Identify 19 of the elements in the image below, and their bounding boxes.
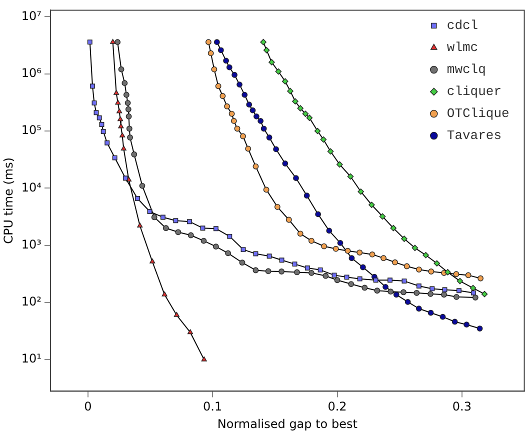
legend-label: OTClique: [446, 106, 510, 122]
x-tick-label: 0.3: [452, 400, 472, 414]
y-tick-label: 10¹: [21, 352, 42, 366]
y-tick-label: 10²: [21, 294, 42, 309]
x-tick-label: 0.2: [328, 400, 347, 414]
y-tick-label: 10⁶: [21, 66, 42, 80]
y-tick-label: 10⁵: [21, 123, 42, 138]
legend-label: wlmc: [446, 40, 478, 56]
x-tick-label: 0.1: [203, 400, 222, 414]
x-tick-label: 0: [84, 400, 92, 414]
legend-label: mwclq: [446, 62, 486, 78]
y-tick-label: 10⁷: [21, 8, 42, 23]
y-axis-title: CPU time (ms): [1, 157, 16, 244]
y-tick-label: 10³: [21, 237, 42, 252]
x-axis-title: Normalised gap to best: [217, 416, 358, 431]
legend-label: cliquer: [446, 84, 502, 100]
legend-label: cdcl: [446, 18, 478, 34]
y-tick-label: 10⁴: [21, 180, 42, 194]
legend-label: Tavares: [446, 128, 502, 144]
